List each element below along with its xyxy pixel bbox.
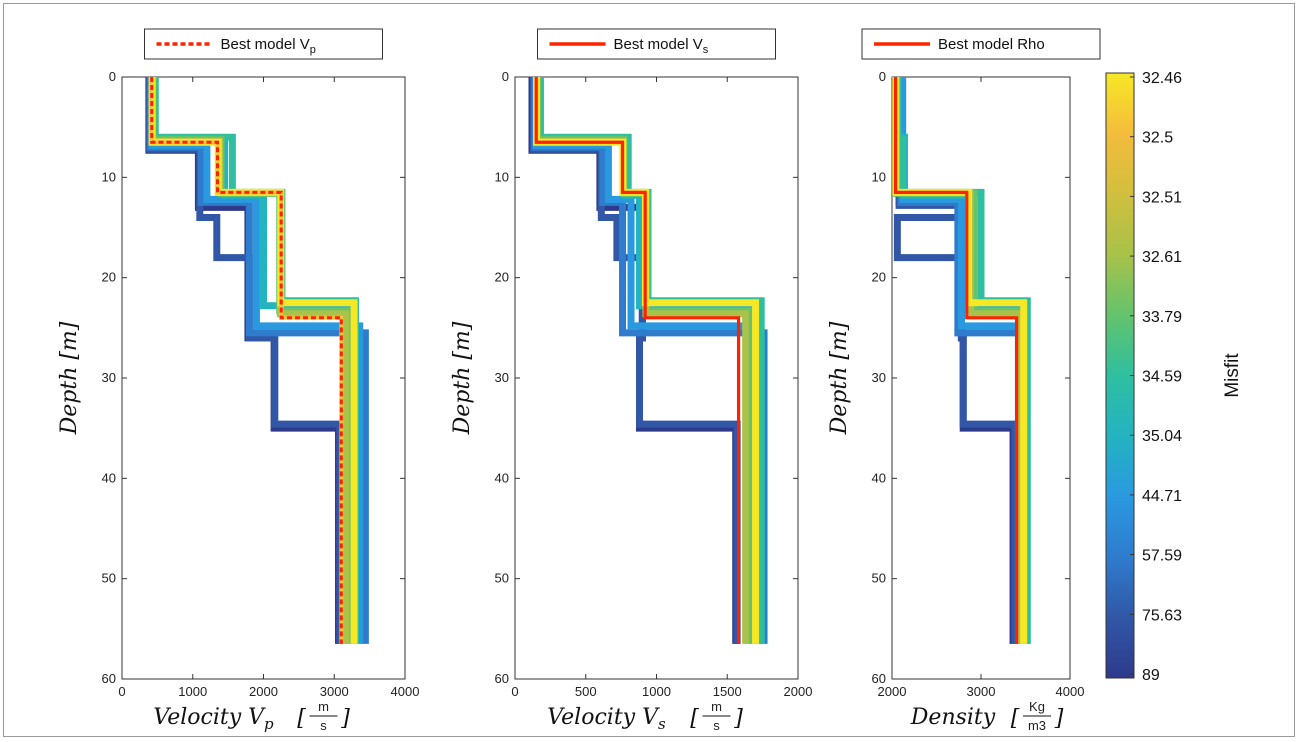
x-axis-unit-numerator: m: [318, 699, 329, 714]
colorbar-tick-label: 89: [1142, 667, 1160, 684]
best-model-line: [150, 77, 343, 644]
x-tick-label: 0: [511, 684, 518, 699]
x-axis-bracket-close: ]: [340, 706, 350, 731]
x-axis-label: Velocity Vs[ms]: [547, 699, 743, 733]
y-tick-label: 0: [879, 69, 886, 84]
colorbar-tick-label: 32.5: [1142, 130, 1173, 147]
colorbar-tick-label: 32.46: [1142, 70, 1182, 87]
x-axis-unit-denominator: s: [713, 718, 720, 733]
x-axis-unit-numerator: m: [711, 699, 722, 714]
figure-frame: [3, 3, 1295, 737]
y-tick-label: 20: [872, 270, 886, 285]
best-model-line: [893, 77, 1019, 644]
x-tick-label: 4000: [1056, 684, 1085, 699]
colorbar-tick-label: 44.71: [1142, 488, 1182, 505]
x-tick-label: 0: [118, 684, 125, 699]
x-axis-label-main: Velocity Vs: [547, 705, 666, 733]
x-tick-label: 2000: [784, 684, 813, 699]
x-tick-label: 2000: [249, 684, 278, 699]
x-axis-label-main: Density: [910, 705, 996, 730]
x-tick-label: 3000: [967, 684, 996, 699]
y-tick-label: 20: [102, 270, 116, 285]
x-axis-label: Velocity Vp [ ms]: [153, 699, 350, 733]
y-tick-label: 20: [495, 270, 509, 285]
legend-label: Best model Vs: [614, 36, 709, 56]
colorbar-bar: [1105, 72, 1135, 679]
y-axis-label: Depth [m]: [57, 321, 82, 435]
x-axis-label-subscript: s: [658, 715, 666, 733]
y-tick-label: 50: [495, 571, 509, 586]
x-axis-bracket-open: [: [297, 706, 306, 731]
y-tick-label: 60: [495, 671, 509, 686]
colorbar-tick-label: 33.79: [1142, 309, 1182, 326]
y-tick-label: 10: [102, 169, 116, 184]
x-axis-label: Density [ Kg m3]: [910, 699, 1064, 733]
x-axis-bracket-close: ]: [1054, 706, 1064, 731]
x-tick-label: 1000: [642, 684, 671, 699]
x-tick-label: 3000: [320, 684, 349, 699]
y-tick-label: 40: [495, 470, 509, 485]
x-axis-label-main: Velocity Vp: [153, 705, 274, 733]
x-tick-label: 2000: [878, 684, 907, 699]
y-tick-label: 30: [102, 370, 116, 385]
y-tick-label: 50: [102, 571, 116, 586]
colorbar-tick-label: 32.51: [1142, 189, 1182, 206]
colorbar-tick-label: 34.59: [1142, 369, 1182, 386]
colorbar-tick-label: 32.61: [1142, 249, 1182, 266]
legend-subscript: s: [703, 44, 709, 56]
y-tick-label: 60: [872, 671, 886, 686]
x-tick-label: 4000: [391, 684, 420, 699]
colorbar-tick-label: 57.59: [1142, 548, 1182, 565]
colorbar-tick-label: 75.63: [1142, 607, 1182, 624]
x-tick-label: 500: [575, 684, 597, 699]
y-tick-label: 10: [495, 169, 509, 184]
x-tick-label: 1500: [713, 684, 742, 699]
y-tick-label: 0: [502, 69, 509, 84]
x-tick-label: 1000: [178, 684, 207, 699]
x-axis-unit-numerator: Kg: [1029, 699, 1045, 714]
axes-box: [891, 76, 1071, 680]
best-model-line: [534, 77, 741, 644]
x-axis-unit-denominator: s: [320, 718, 327, 733]
y-tick-label: 50: [872, 571, 886, 586]
legend-label: Best model Vp: [221, 36, 316, 56]
y-tick-label: 10: [872, 169, 886, 184]
y-tick-label: 40: [872, 470, 886, 485]
x-axis-label-subscript: p: [264, 715, 274, 733]
legend-label: Best model Rho: [938, 36, 1045, 53]
x-axis-bracket-open: [: [1011, 706, 1020, 731]
colorbar-tick-label: 35.04: [1142, 428, 1182, 445]
y-axis-label: Depth [m]: [827, 321, 852, 435]
y-tick-label: 30: [872, 370, 886, 385]
x-axis-unit-denominator: m3: [1028, 718, 1046, 733]
colorbar-label: Misfit: [1222, 353, 1243, 398]
y-tick-label: 0: [109, 69, 116, 84]
y-tick-label: 40: [102, 470, 116, 485]
x-axis-bracket-close: ]: [733, 706, 743, 731]
y-axis-label: Depth [m]: [450, 321, 475, 435]
y-tick-label: 60: [102, 671, 116, 686]
y-tick-label: 30: [495, 370, 509, 385]
legend-subscript: p: [310, 44, 316, 56]
colorbar: 32.46 32.5 32.51 32.61 33.79 34.59 35.04 44.71 5…: [1105, 70, 1243, 684]
x-axis-bracket-open: [: [690, 706, 699, 731]
